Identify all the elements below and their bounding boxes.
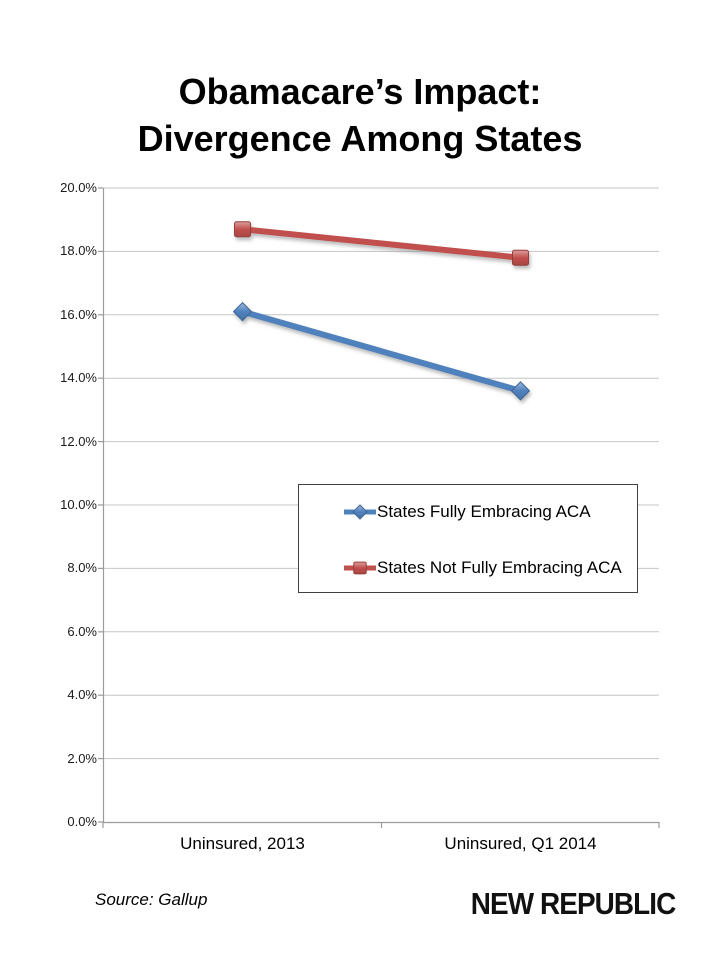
legend-label: States Not Fully Embracing ACA [377, 558, 622, 577]
marker-diamond [510, 381, 531, 401]
y-axis-label: 8.0% [67, 560, 97, 576]
series-line [239, 308, 524, 394]
chart-title: Obamacare’s Impact: Divergence Among Sta… [0, 68, 720, 162]
legend-marker-red-square-icon [344, 560, 376, 576]
y-axis-label: 20.0% [60, 180, 97, 195]
y-axis-label: 2.0% [67, 750, 97, 766]
series-line [239, 226, 524, 261]
x-axis-label-q1-2014: Uninsured, Q1 2014 [444, 834, 597, 853]
legend-entry-fully-embracing: States Fully Embracing ACA [344, 502, 637, 521]
y-axis-label: 14.0% [60, 370, 97, 386]
legend-label: States Fully Embracing ACA [377, 502, 591, 521]
source-label: Source: Gallup [95, 890, 208, 909]
chart-title-line2: Divergence Among States [137, 118, 583, 159]
legend-swatch-svg [344, 504, 376, 520]
marker-diamond [232, 301, 253, 322]
chart-title-line1: Obamacare’s Impact: [178, 71, 542, 112]
legend-entry-not-fully-embracing: States Not Fully Embracing ACA [344, 558, 637, 577]
y-axis-label: 0.0% [67, 814, 97, 829]
marker-diamond [352, 504, 368, 520]
y-axis-label: 16.0% [60, 306, 97, 322]
marker-square [234, 221, 251, 238]
x-axis-label-2013: Uninsured, 2013 [180, 834, 305, 853]
legend: States Fully Embracing ACA States Not Fu… [298, 484, 638, 593]
y-axis-label: 18.0% [60, 243, 97, 259]
marker-square [512, 249, 529, 266]
y-axis-label: 10.0% [60, 497, 97, 512]
y-axis-label: 6.0% [67, 623, 97, 639]
legend-swatch-svg [344, 561, 376, 575]
new-republic-logo: NEW REPUBLIC [470, 886, 676, 921]
y-axis-label: 4.0% [67, 687, 97, 703]
series-fully-embracing [232, 301, 531, 401]
marker-square [353, 561, 367, 575]
y-axis-label: 12.0% [60, 433, 97, 449]
legend-marker-blue-diamond-icon [344, 504, 376, 520]
series-not-fully-embracing [234, 221, 529, 266]
